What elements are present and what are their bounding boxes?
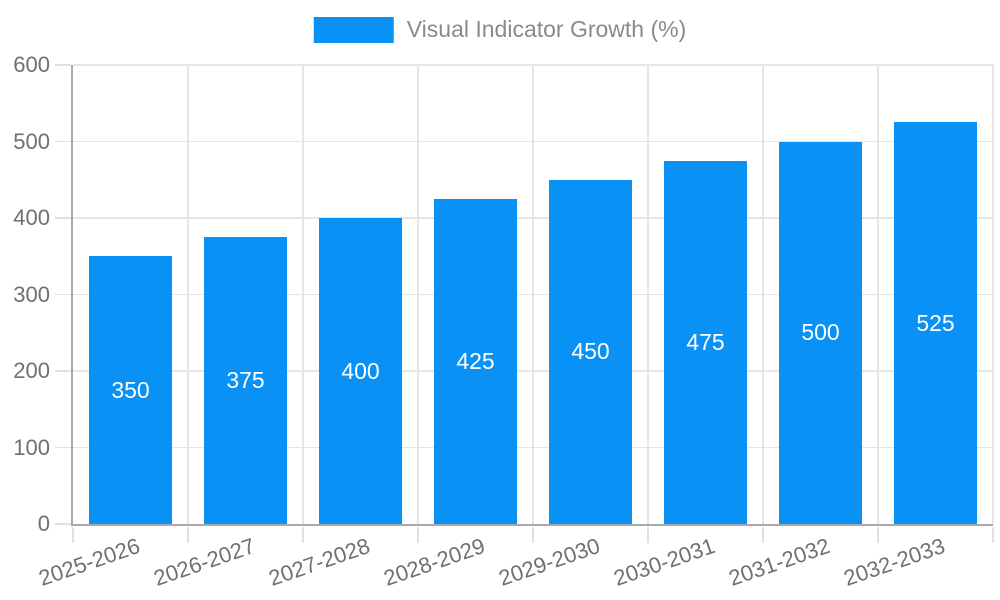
bar[interactable]: 350 — [89, 256, 172, 524]
gridline-horizontal — [73, 64, 993, 66]
bar-value-label: 400 — [341, 357, 380, 384]
x-axis-tick — [877, 527, 879, 543]
x-axis-tick — [187, 527, 189, 543]
y-axis-tick-label: 200 — [13, 358, 50, 383]
bar-value-label: 500 — [801, 319, 840, 346]
y-axis-tick-label: 0 — [37, 511, 50, 536]
bar-value-label: 375 — [226, 367, 265, 394]
bar-value-label: 450 — [571, 338, 610, 365]
bar[interactable]: 475 — [664, 160, 747, 524]
y-axis-tick — [55, 523, 71, 525]
y-axis-tick — [55, 217, 71, 219]
plot-area: 350 375 400 425 450 475 500 525 — [71, 64, 994, 526]
bar[interactable]: 450 — [549, 179, 632, 524]
bar[interactable]: 500 — [779, 141, 862, 524]
gridline-vertical — [417, 65, 419, 524]
y-axis-tick-label: 600 — [13, 52, 50, 77]
y-axis-tick — [55, 140, 71, 142]
y-axis-tick-label: 500 — [13, 128, 50, 154]
y-axis-tick — [55, 293, 71, 295]
bar[interactable]: 425 — [434, 198, 517, 524]
gridline-vertical — [187, 65, 189, 524]
bar[interactable]: 525 — [894, 122, 977, 524]
x-axis-tick — [762, 527, 764, 543]
legend-swatch[interactable] — [313, 16, 394, 43]
y-axis-tick-label: 100 — [13, 434, 50, 460]
y-axis-tick — [55, 446, 71, 448]
chart-legend[interactable]: Visual Indicator Growth (%) — [313, 16, 687, 43]
bar-value-label: 525 — [916, 309, 955, 336]
x-axis-tick — [302, 527, 304, 543]
bar-value-label: 475 — [686, 328, 725, 355]
bar[interactable]: 375 — [204, 237, 287, 524]
gridline-vertical — [877, 65, 879, 524]
y-axis-tick — [55, 64, 71, 66]
bar-value-label: 425 — [456, 347, 495, 374]
gridline-vertical — [992, 65, 994, 524]
gridline-vertical — [302, 65, 304, 524]
y-axis-tick — [55, 370, 71, 372]
bar-value-label: 350 — [111, 376, 150, 403]
bar[interactable]: 400 — [319, 218, 402, 524]
x-axis-tick — [992, 527, 994, 543]
y-axis-tick-label: 300 — [13, 281, 50, 307]
gridline-vertical — [762, 65, 764, 524]
gridline-vertical — [532, 65, 534, 524]
gridline-vertical — [647, 65, 649, 524]
x-axis-tick — [647, 527, 649, 543]
x-axis-tick — [532, 527, 534, 543]
legend-label: Visual Indicator Growth (%) — [406, 16, 687, 42]
x-axis-tick — [417, 527, 419, 543]
y-axis-tick-label: 400 — [13, 205, 50, 230]
x-axis-tick — [72, 527, 74, 543]
